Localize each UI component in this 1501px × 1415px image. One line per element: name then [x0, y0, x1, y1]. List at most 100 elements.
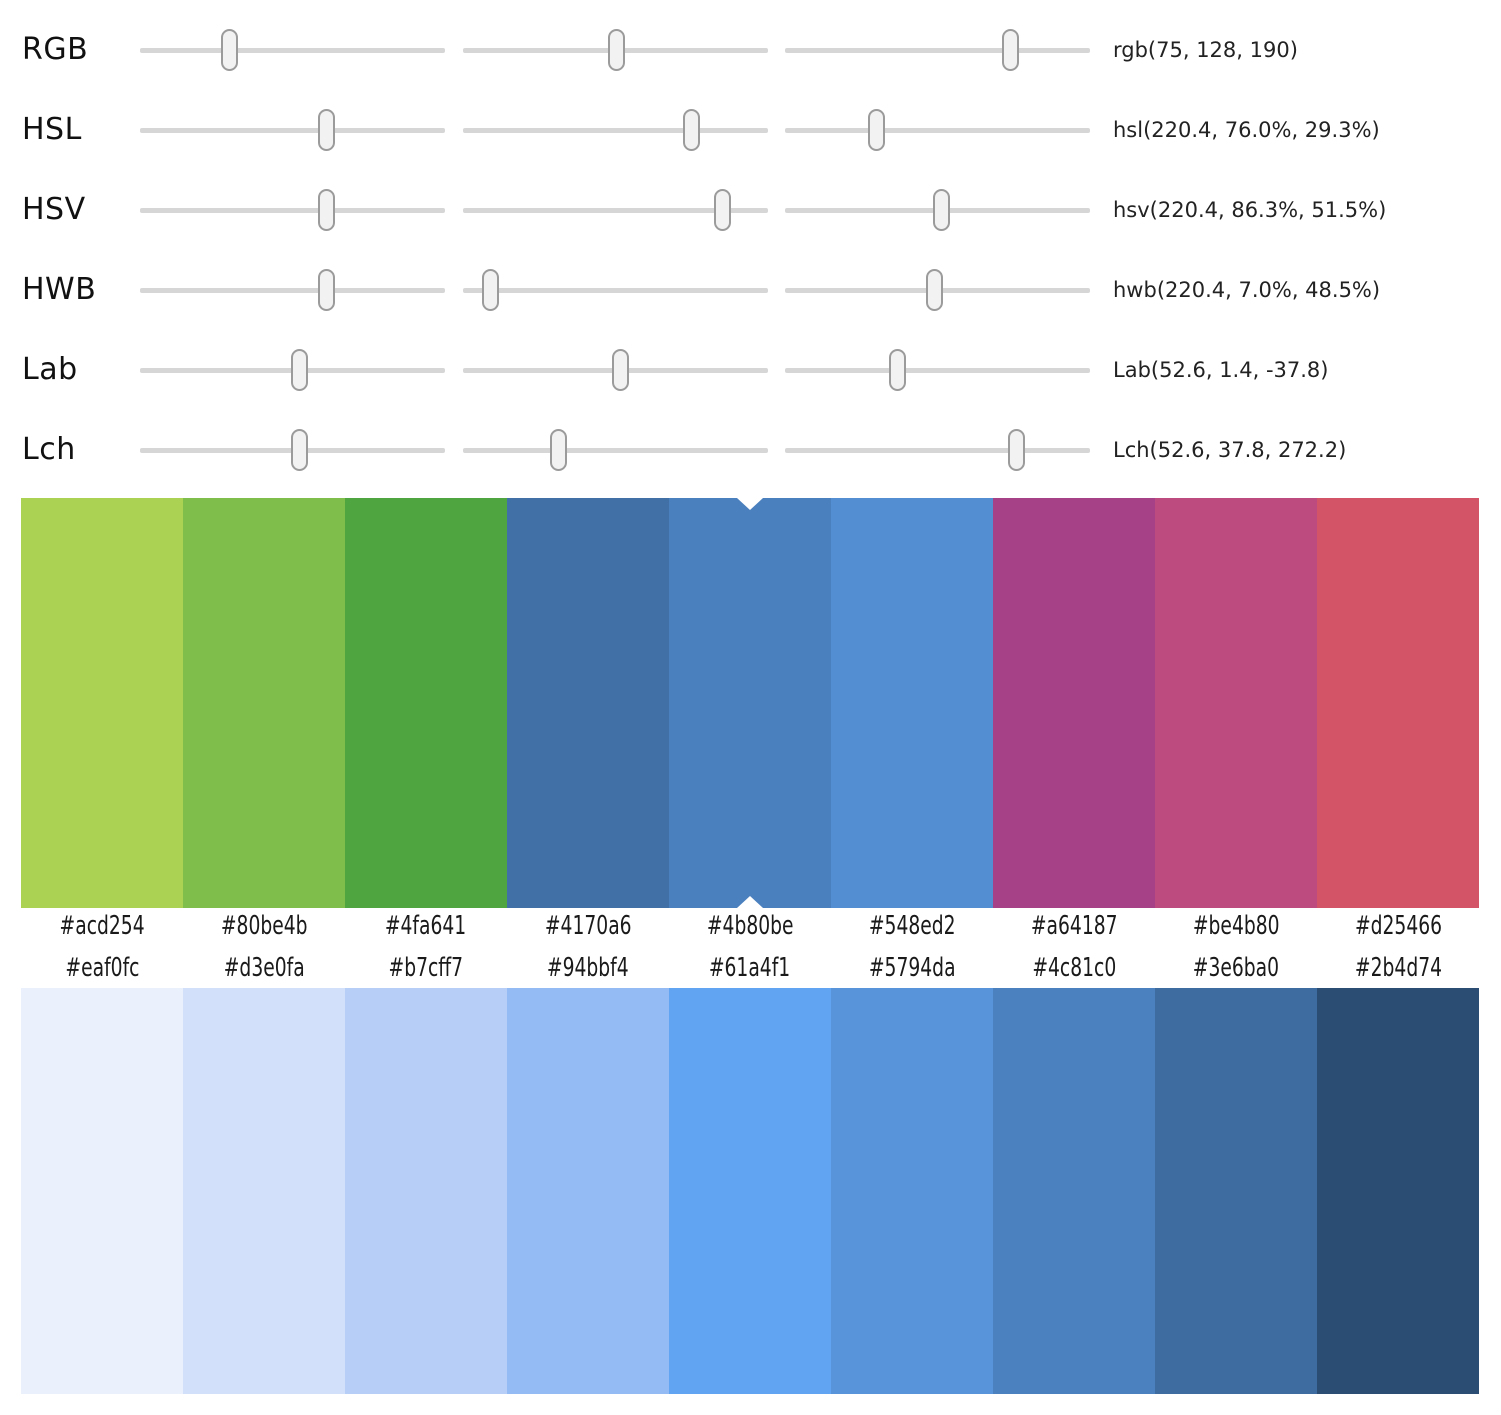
- slider-row-rgb: RGB rgb(75, 128, 190): [0, 10, 1501, 90]
- hex-label-cell: #be4b80: [1155, 906, 1317, 946]
- hex-code-label: #80be4b: [220, 911, 308, 941]
- palette-swatch-selected[interactable]: [669, 498, 831, 908]
- hex-code-label: #2b4d74: [1354, 953, 1442, 983]
- slider-thumb[interactable]: [611, 349, 629, 391]
- slider-thumb[interactable]: [481, 269, 499, 311]
- colorspace-label: RGB: [22, 32, 89, 67]
- slider-thumb[interactable]: [1007, 429, 1025, 471]
- colorspace-label: HWB: [22, 272, 97, 307]
- slider-thumb[interactable]: [549, 429, 567, 471]
- hex-code-label: #a64187: [1030, 911, 1118, 941]
- slider-track[interactable]: [140, 109, 445, 151]
- slider-thumb[interactable]: [221, 29, 239, 71]
- hue-palette: [21, 498, 1479, 908]
- color-value-text: Lab(52.6, 1.4, -37.8): [1113, 358, 1329, 382]
- slider-track[interactable]: [785, 29, 1090, 71]
- hex-label-cell: #61a4f1: [669, 948, 831, 988]
- slider-track[interactable]: [785, 189, 1090, 231]
- hex-label-cell: #94bbf4: [507, 948, 669, 988]
- hex-label-cell: #4b80be: [669, 906, 831, 946]
- palette-swatch[interactable]: [1317, 988, 1479, 1394]
- palette-swatch[interactable]: [507, 498, 669, 908]
- palette-swatch[interactable]: [345, 498, 507, 908]
- slider-track[interactable]: [463, 429, 768, 471]
- hex-label-cell: #80be4b: [183, 906, 345, 946]
- slider-thumb[interactable]: [868, 109, 885, 151]
- slider-track[interactable]: [463, 189, 768, 231]
- slider-thumb[interactable]: [318, 109, 336, 151]
- slider-thumb[interactable]: [607, 29, 625, 71]
- hex-label-cell: #4fa641: [345, 906, 507, 946]
- palette-swatch[interactable]: [183, 988, 345, 1394]
- palette-swatch[interactable]: [507, 988, 669, 1394]
- slider-thumb[interactable]: [683, 109, 701, 151]
- slider-thumb[interactable]: [291, 429, 309, 471]
- hex-label-cell: #b7cff7: [345, 948, 507, 988]
- slider-track[interactable]: [785, 269, 1090, 311]
- hex-label-cell: #d3e0fa: [183, 948, 345, 988]
- slider-track[interactable]: [463, 109, 768, 151]
- slider-thumb[interactable]: [714, 189, 732, 231]
- slider-thumb[interactable]: [318, 269, 336, 311]
- color-value-text: Lch(52.6, 37.8, 272.2): [1113, 438, 1347, 462]
- color-value-text: hwb(220.4, 7.0%, 48.5%): [1113, 278, 1381, 302]
- slider-row-hsl: HSL hsl(220.4, 76.0%, 29.3%): [0, 90, 1501, 170]
- slider-row-hsv: HSV hsv(220.4, 86.3%, 51.5%): [0, 170, 1501, 250]
- color-value-text: hsl(220.4, 76.0%, 29.3%): [1113, 118, 1380, 142]
- hex-label-cell: #548ed2: [831, 906, 993, 946]
- slider-thumb[interactable]: [1002, 29, 1020, 71]
- slider-row-lab: Lab Lab(52.6, 1.4, -37.8): [0, 330, 1501, 410]
- palette-swatch[interactable]: [1155, 498, 1317, 908]
- hex-code-label: #be4b80: [1192, 911, 1280, 941]
- hex-label-cell: #acd254: [21, 906, 183, 946]
- palette-swatch[interactable]: [993, 988, 1155, 1394]
- palette-swatch[interactable]: [831, 988, 993, 1394]
- hex-code-label: #4b80be: [706, 911, 794, 941]
- slider-track[interactable]: [140, 269, 445, 311]
- hex-label-cell: #3e6ba0: [1155, 948, 1317, 988]
- hex-code-label: #d3e0fa: [223, 953, 305, 983]
- color-value-text: rgb(75, 128, 190): [1113, 38, 1298, 62]
- slider-track[interactable]: [785, 109, 1090, 151]
- shade-palette-hex-labels: #eaf0fc #d3e0fa #b7cff7 #94bbf4 #61a4f1 …: [21, 948, 1479, 988]
- hex-code-label: #4170a6: [544, 911, 632, 941]
- hex-code-label: #3e6ba0: [1192, 953, 1280, 983]
- palette-swatch[interactable]: [993, 498, 1155, 908]
- slider-row-lch: Lch Lch(52.6, 37.8, 272.2): [0, 410, 1501, 490]
- slider-thumb[interactable]: [889, 349, 907, 391]
- palette-swatch[interactable]: [669, 988, 831, 1394]
- hex-code-label: #d25466: [1354, 911, 1442, 941]
- slider-track[interactable]: [140, 29, 445, 71]
- slider-track[interactable]: [463, 29, 768, 71]
- slider-track[interactable]: [140, 349, 445, 391]
- colorspace-label: HSL: [22, 112, 82, 147]
- slider-track[interactable]: [463, 269, 768, 311]
- hex-label-cell: #2b4d74: [1317, 948, 1479, 988]
- hex-label-cell: #4170a6: [507, 906, 669, 946]
- slider-panel: RGB rgb(75, 128, 190) HSL hsl(220.4, 76.…: [0, 10, 1501, 490]
- hex-label-cell: #4c81c0: [993, 948, 1155, 988]
- slider-track[interactable]: [785, 429, 1090, 471]
- slider-track[interactable]: [140, 429, 445, 471]
- palette-swatch[interactable]: [1155, 988, 1317, 1394]
- slider-thumb[interactable]: [291, 349, 309, 391]
- slider-track[interactable]: [463, 349, 768, 391]
- slider-thumb[interactable]: [932, 189, 950, 231]
- slider-thumb[interactable]: [925, 269, 943, 311]
- slider-track[interactable]: [140, 189, 445, 231]
- hex-label-cell: #a64187: [993, 906, 1155, 946]
- slider-thumb[interactable]: [318, 189, 336, 231]
- hex-code-label: #94bbf4: [547, 953, 629, 983]
- hex-code-label: #acd254: [59, 911, 145, 941]
- palette-swatch[interactable]: [831, 498, 993, 908]
- slider-track[interactable]: [785, 349, 1090, 391]
- hex-code-label: #eaf0fc: [64, 953, 140, 983]
- palette-swatch[interactable]: [183, 498, 345, 908]
- slider-row-hwb: HWB hwb(220.4, 7.0%, 48.5%): [0, 250, 1501, 330]
- palette-swatch[interactable]: [345, 988, 507, 1394]
- hex-code-label: #61a4f1: [709, 953, 791, 983]
- palette-swatch[interactable]: [1317, 498, 1479, 908]
- palette-swatch[interactable]: [21, 498, 183, 908]
- palette-swatch[interactable]: [21, 988, 183, 1394]
- color-value-text: hsv(220.4, 86.3%, 51.5%): [1113, 198, 1387, 222]
